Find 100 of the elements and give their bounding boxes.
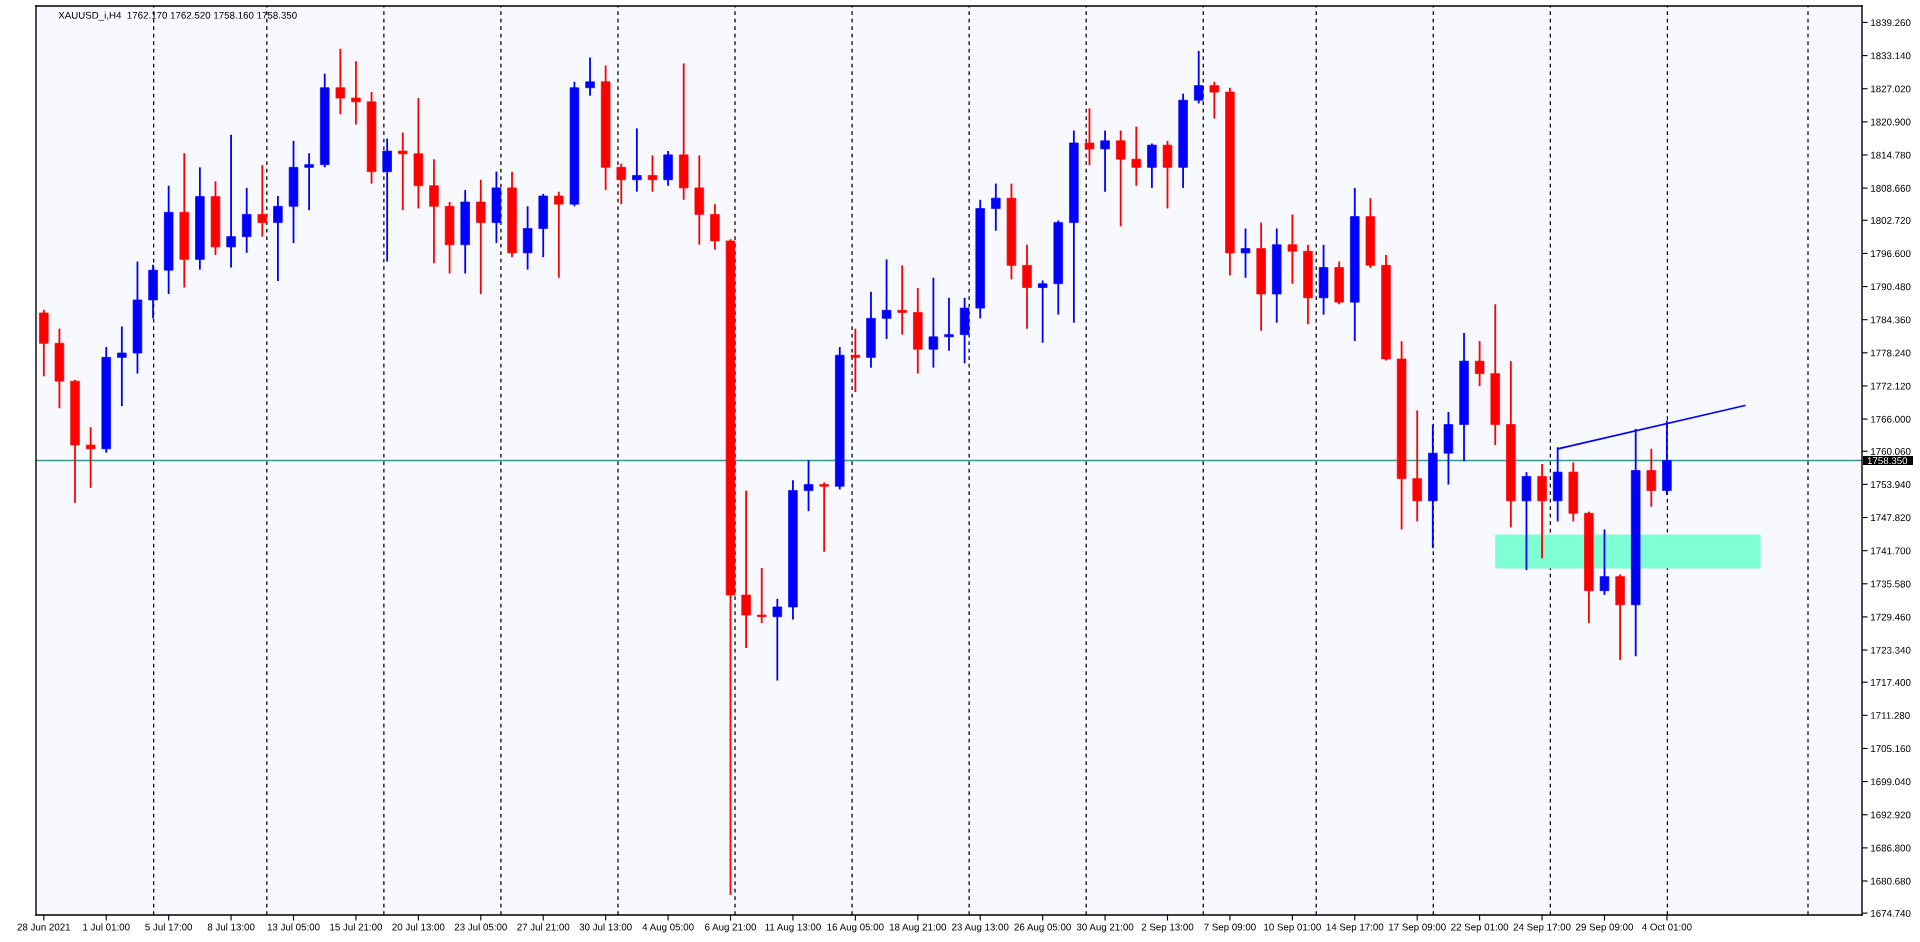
y-tick-label: 1833.140 [1871,52,1911,60]
y-tick-label: 1808.660 [1871,184,1911,192]
candlestick [1115,129,1126,228]
candlestick [1100,129,1110,193]
candlestick [85,426,96,489]
candlestick [757,567,767,625]
candlestick [850,327,861,393]
x-tick-label: 22 Sep 01:00 [1451,923,1509,933]
x-tick-label: 28 Jun 2021 [17,923,71,931]
candlestick [647,154,658,193]
candlestick [585,56,595,97]
candlestick [928,276,939,369]
x-tick-label: 1 Jul 01:00 [83,923,130,931]
x-tick-label: 14 Sep 17:00 [1326,923,1384,933]
x-tick-label: 15 Jul 21:00 [330,923,383,931]
x-tick-label: 11 Aug 13:00 [765,923,821,933]
candlestick [226,133,236,269]
y-tick-label: 1747.820 [1871,514,1911,522]
candlestick [257,164,268,238]
candlestick [1162,139,1173,210]
candlestick [881,258,892,340]
candlestick [1240,227,1251,279]
y-tick-label: 1699.040 [1871,778,1911,786]
y-tick-label: 1717.400 [1871,678,1911,686]
candlestick [819,481,829,553]
candlestick [632,127,642,193]
candlestick [1084,107,1095,167]
candlestick [351,60,361,126]
candlestick [554,190,564,279]
candlestick [803,459,814,513]
candlestick [1209,80,1220,120]
y-tick-label: 1723.340 [1871,646,1911,654]
x-tick-label: 5 Jul 17:00 [145,923,193,931]
x-tick-label: 27 Jul 21:00 [517,923,570,931]
candlestick [1037,279,1048,344]
candlestick [944,296,954,352]
x-tick-label: 17 Sep 09:00 [1389,923,1446,933]
candlestick [1646,447,1657,508]
candlestick [1193,50,1204,105]
x-tick-label: 29 Sep 09:00 [1576,923,1634,933]
candlestick [1474,340,1485,387]
x-tick-label: 24 Sep 17:00 [1513,923,1571,933]
y-tick-label: 1692.920 [1871,811,1911,819]
candlestick [429,158,439,265]
x-tick-label: 16 Aug 05:00 [827,923,884,933]
x-tick-label: 30 Aug 21:00 [1076,923,1134,933]
y-tick-label: 1778.240 [1871,349,1911,357]
y-tick-label: 1729.460 [1871,613,1911,621]
x-tick-label: 4 Aug 05:00 [642,923,694,933]
x-tick-label: 23 Jul 05:00 [454,923,507,931]
candlestick [304,152,314,212]
y-tick-label: 1772.120 [1871,382,1911,390]
x-tick-label: 6 Aug 21:00 [705,923,757,933]
candlestick [241,187,252,254]
y-tick-label: 1741.700 [1871,547,1911,555]
candlestick [1599,528,1610,596]
y-tick-label: 1705.160 [1871,745,1911,753]
x-tick-label: 10 Sep 01:00 [1264,923,1321,933]
x-tick-label: 8 Jul 13:00 [207,923,255,931]
y-tick-label: 1674.740 [1871,909,1911,917]
candlestick [1287,213,1298,285]
candlestick [273,195,283,282]
candlestick [741,489,751,649]
candlestick [991,182,1001,232]
y-tick-label: 1820.900 [1871,118,1911,126]
candlestick [335,47,346,116]
x-tick-label: 23 Aug 13:00 [952,923,1009,933]
y-tick-label: 1839.260 [1871,19,1911,27]
x-tick-label: 4 Oct 01:00 [1642,923,1692,931]
y-tick-label: 1680.680 [1871,877,1911,885]
candlestick [1147,142,1157,189]
x-tick-label: 7 Sep 09:00 [1204,923,1256,933]
y-tick-label: 1760.060 [1871,447,1911,455]
candlestick [476,178,486,295]
y-tick-label: 1827.020 [1871,85,1911,93]
candlestick [382,137,392,263]
candlestick [1131,125,1141,187]
y-tick-label: 1784.360 [1871,316,1911,324]
candlestick [1412,409,1422,523]
candlestick [398,131,408,212]
candlestick [897,264,907,336]
y-tick-label: 1814.780 [1871,151,1911,159]
x-tick-label: 13 Jul 05:00 [267,923,320,931]
text: XAUUSD_i,H4 1762.170 1762.520 1758.160 1758.350 [58,11,297,21]
candlestick [772,597,783,682]
candlestick [616,162,626,206]
y-tick-label: 1735.580 [1871,580,1911,588]
y-tick-label: 1711.280 [1871,712,1910,719]
y-tick-label: 1753.940 [1871,481,1911,488]
y-tick-label: 1766.000 [1871,415,1911,423]
x-tick-label: 30 Jul 13:00 [579,923,632,931]
y-tick-label: 1796.600 [1871,250,1911,258]
y-tick-label: 1686.800 [1871,844,1911,852]
candlestick [1022,243,1032,330]
candlestick [117,325,127,407]
y-tick-label: 1802.720 [1871,217,1911,224]
x-tick-label: 20 Jul 13:00 [392,923,445,931]
x-tick-label: 26 Aug 05:00 [1014,923,1071,933]
x-tick-label: 18 Aug 21:00 [889,923,947,933]
ref-line-label: 1758.350 [1867,457,1908,465]
